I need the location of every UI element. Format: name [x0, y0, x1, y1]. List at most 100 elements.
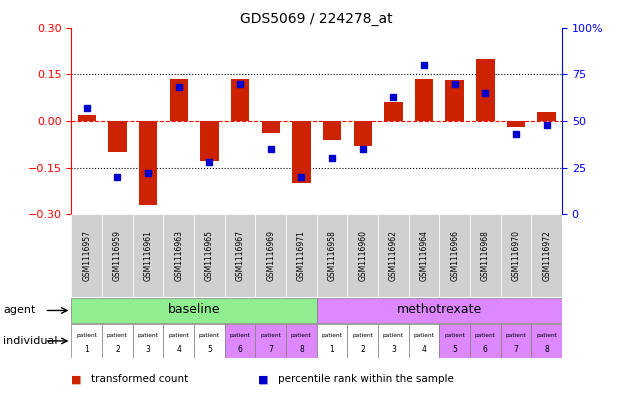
Text: percentile rank within the sample: percentile rank within the sample [278, 374, 453, 384]
Bar [261, 121, 280, 133]
Text: GSM1116964: GSM1116964 [420, 230, 428, 281]
Bar [133, 324, 163, 358]
Text: patient: patient [352, 333, 373, 338]
Text: GSM1116971: GSM1116971 [297, 230, 306, 281]
Text: 4: 4 [176, 345, 181, 354]
Text: individual: individual [3, 336, 58, 346]
Bar [108, 121, 127, 152]
Text: 5: 5 [452, 345, 457, 354]
Text: patient: patient [107, 333, 128, 338]
Bar [501, 214, 532, 297]
Bar [317, 324, 347, 358]
Bar [353, 121, 372, 146]
Bar [415, 79, 433, 121]
Text: 8: 8 [544, 345, 549, 354]
Text: agent: agent [3, 305, 35, 316]
Text: ■: ■ [71, 374, 82, 384]
Text: 1: 1 [330, 345, 335, 354]
Bar [200, 121, 219, 161]
Text: 1: 1 [84, 345, 89, 354]
Bar [292, 121, 310, 183]
Bar [409, 324, 440, 358]
Text: GSM1116963: GSM1116963 [175, 230, 183, 281]
Text: 5: 5 [207, 345, 212, 354]
Text: patient: patient [505, 333, 527, 338]
Bar [78, 115, 96, 121]
Text: 3: 3 [391, 345, 396, 354]
Bar [470, 324, 501, 358]
Bar [409, 214, 440, 297]
Text: 4: 4 [422, 345, 427, 354]
Text: transformed count: transformed count [91, 374, 189, 384]
Text: GSM1116965: GSM1116965 [205, 230, 214, 281]
Text: GSM1116961: GSM1116961 [143, 230, 153, 281]
Text: 7: 7 [514, 345, 519, 354]
Text: 3: 3 [146, 345, 150, 354]
Text: methotrexate: methotrexate [397, 303, 482, 316]
Bar [378, 324, 409, 358]
Bar [225, 324, 255, 358]
Text: patient: patient [76, 333, 97, 338]
Text: patient: patient [230, 333, 250, 338]
Bar [255, 214, 286, 297]
Bar [537, 112, 556, 121]
Bar [347, 214, 378, 297]
Text: GSM1116972: GSM1116972 [542, 230, 551, 281]
Text: GSM1116970: GSM1116970 [512, 230, 520, 281]
Bar [323, 121, 342, 140]
Bar [133, 214, 163, 297]
Bar [71, 214, 102, 297]
Text: patient: patient [537, 333, 557, 338]
Text: 7: 7 [268, 345, 273, 354]
Bar [476, 59, 494, 121]
Text: patient: patient [475, 333, 496, 338]
Bar [255, 324, 286, 358]
Text: GSM1116966: GSM1116966 [450, 230, 459, 281]
Bar [170, 79, 188, 121]
Bar [163, 324, 194, 358]
Text: 2: 2 [360, 345, 365, 354]
Bar [163, 214, 194, 297]
Bar [225, 214, 255, 297]
Bar [378, 214, 409, 297]
Text: baseline: baseline [168, 303, 220, 316]
Text: patient: patient [322, 333, 342, 338]
Bar [440, 324, 470, 358]
Title: GDS5069 / 224278_at: GDS5069 / 224278_at [240, 13, 393, 26]
Text: patient: patient [199, 333, 220, 338]
Text: patient: patient [168, 333, 189, 338]
Bar [501, 324, 532, 358]
Bar [102, 324, 133, 358]
Text: patient: patient [291, 333, 312, 338]
Bar [445, 81, 464, 121]
Text: 6: 6 [238, 345, 242, 354]
Bar [384, 102, 402, 121]
Text: GSM1116968: GSM1116968 [481, 230, 490, 281]
Text: 6: 6 [483, 345, 487, 354]
Bar [231, 79, 249, 121]
Bar [286, 214, 317, 297]
Bar [71, 298, 317, 323]
Text: ■: ■ [258, 374, 268, 384]
Bar [102, 214, 133, 297]
Bar [71, 324, 102, 358]
Text: 8: 8 [299, 345, 304, 354]
Bar [139, 121, 157, 205]
Bar [194, 324, 225, 358]
Text: GSM1116959: GSM1116959 [113, 230, 122, 281]
Text: GSM1116967: GSM1116967 [235, 230, 245, 281]
Bar [532, 214, 562, 297]
Bar [347, 324, 378, 358]
Text: patient: patient [260, 333, 281, 338]
Text: patient: patient [383, 333, 404, 338]
Text: patient: patient [444, 333, 465, 338]
Bar [317, 214, 347, 297]
Text: patient: patient [414, 333, 435, 338]
Text: GSM1116960: GSM1116960 [358, 230, 367, 281]
Text: GSM1116969: GSM1116969 [266, 230, 275, 281]
Bar [532, 324, 562, 358]
Text: GSM1116962: GSM1116962 [389, 230, 398, 281]
Bar [507, 121, 525, 127]
Bar [286, 324, 317, 358]
Bar [194, 214, 225, 297]
